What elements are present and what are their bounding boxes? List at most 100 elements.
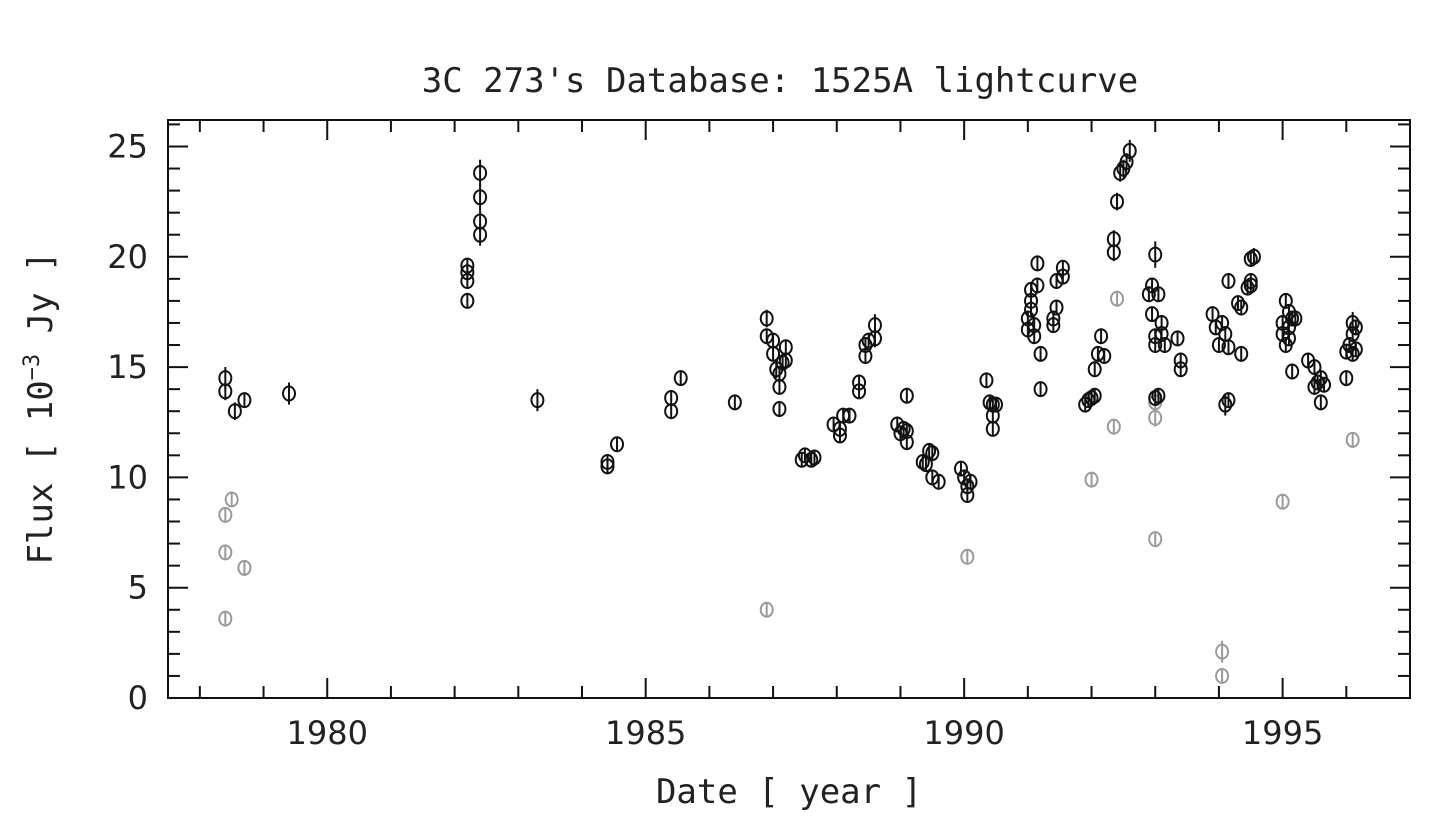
data-point <box>1097 348 1112 365</box>
point-marker <box>1211 337 1226 354</box>
data-point <box>807 449 822 466</box>
point-marker <box>989 396 1003 413</box>
data-point <box>960 487 975 504</box>
data-point <box>1221 339 1236 356</box>
chart-title: 3C 273's Database: 1525A lightcurve <box>422 61 1138 101</box>
data-point <box>1148 337 1163 354</box>
data-point <box>985 420 1000 437</box>
point-marker <box>931 473 946 490</box>
data-point <box>1288 310 1303 327</box>
point-marker <box>673 370 688 387</box>
data-point <box>1094 328 1109 345</box>
data-point <box>218 544 233 561</box>
data-point <box>832 420 847 437</box>
data-point <box>1027 328 1042 345</box>
data-point <box>772 401 787 417</box>
y-axis-label-prefix: Flux [ 10 <box>21 380 61 564</box>
point-marker <box>1221 392 1236 409</box>
point-marker <box>1281 330 1296 347</box>
data-point <box>963 473 978 490</box>
point-marker <box>1110 193 1125 210</box>
point-marker <box>218 610 233 627</box>
data-point <box>1145 306 1160 323</box>
point-marker <box>224 491 239 508</box>
point-marker <box>1046 317 1061 334</box>
data-point <box>218 382 233 401</box>
data-point <box>727 394 742 411</box>
point-marker <box>1113 164 1128 181</box>
point-marker <box>1106 231 1121 248</box>
data-point <box>925 445 940 462</box>
data-point <box>1345 311 1360 334</box>
point-marker <box>1221 339 1236 356</box>
data-point <box>460 257 475 274</box>
data-point <box>772 378 787 395</box>
point-marker <box>1345 314 1360 331</box>
point-marker <box>460 257 475 274</box>
data-point <box>1145 277 1160 294</box>
x-tick-label: 1995 <box>1242 714 1323 752</box>
point-marker <box>473 189 488 206</box>
point-marker <box>1234 345 1249 362</box>
point-marker <box>772 378 787 395</box>
point-marker <box>664 389 679 406</box>
point-marker <box>1278 292 1293 309</box>
data-point <box>600 453 615 470</box>
point-marker <box>218 383 233 400</box>
point-marker <box>1215 314 1230 331</box>
point-marker <box>1154 325 1169 342</box>
data-point <box>1106 418 1121 435</box>
data-point <box>664 389 679 406</box>
point-marker <box>1215 667 1230 684</box>
data-point <box>1033 381 1048 398</box>
point-marker <box>1243 277 1258 294</box>
data-point <box>1141 286 1156 303</box>
data-point <box>985 407 1000 424</box>
data-point <box>610 436 625 453</box>
point-marker <box>1097 348 1112 365</box>
data-point <box>759 309 774 328</box>
point-marker <box>727 394 742 411</box>
data-point <box>1055 259 1070 276</box>
point-marker <box>1275 493 1290 510</box>
data-point <box>931 473 946 490</box>
point-marker <box>842 407 857 424</box>
point-marker <box>282 385 297 402</box>
point-marker <box>1033 381 1048 398</box>
point-marker <box>778 339 793 356</box>
point-marker <box>227 403 242 420</box>
point-marker <box>953 460 968 477</box>
point-marker <box>1030 255 1045 272</box>
point-marker <box>772 401 787 417</box>
point-marker <box>1110 290 1125 307</box>
data-point <box>1087 387 1102 404</box>
point-marker <box>1234 299 1249 316</box>
data-point <box>1148 531 1163 548</box>
point-marker <box>237 392 252 409</box>
point-marker <box>1157 337 1172 354</box>
data-point <box>1173 361 1188 378</box>
data-point <box>1218 393 1233 416</box>
point-marker <box>1148 409 1163 426</box>
point-marker <box>1087 387 1102 404</box>
point-marker <box>1317 376 1332 393</box>
x-axis-label: Date [ year ] <box>656 772 922 812</box>
x-tick-label: 1990 <box>923 714 1004 752</box>
point-marker <box>1170 330 1185 347</box>
data-point <box>1030 255 1045 272</box>
data-point <box>473 183 488 211</box>
point-marker <box>899 434 914 451</box>
point-marker <box>530 392 545 409</box>
data-point <box>1215 640 1230 663</box>
data-point <box>282 382 297 405</box>
point-marker <box>759 310 774 327</box>
data-point <box>1275 493 1290 510</box>
x-tick-label: 1985 <box>605 714 686 752</box>
data-point <box>1122 139 1137 162</box>
data-point <box>673 370 688 387</box>
data-point <box>1317 376 1332 393</box>
point-marker <box>1027 328 1042 345</box>
data-point <box>775 354 790 371</box>
point-marker <box>1145 306 1160 323</box>
